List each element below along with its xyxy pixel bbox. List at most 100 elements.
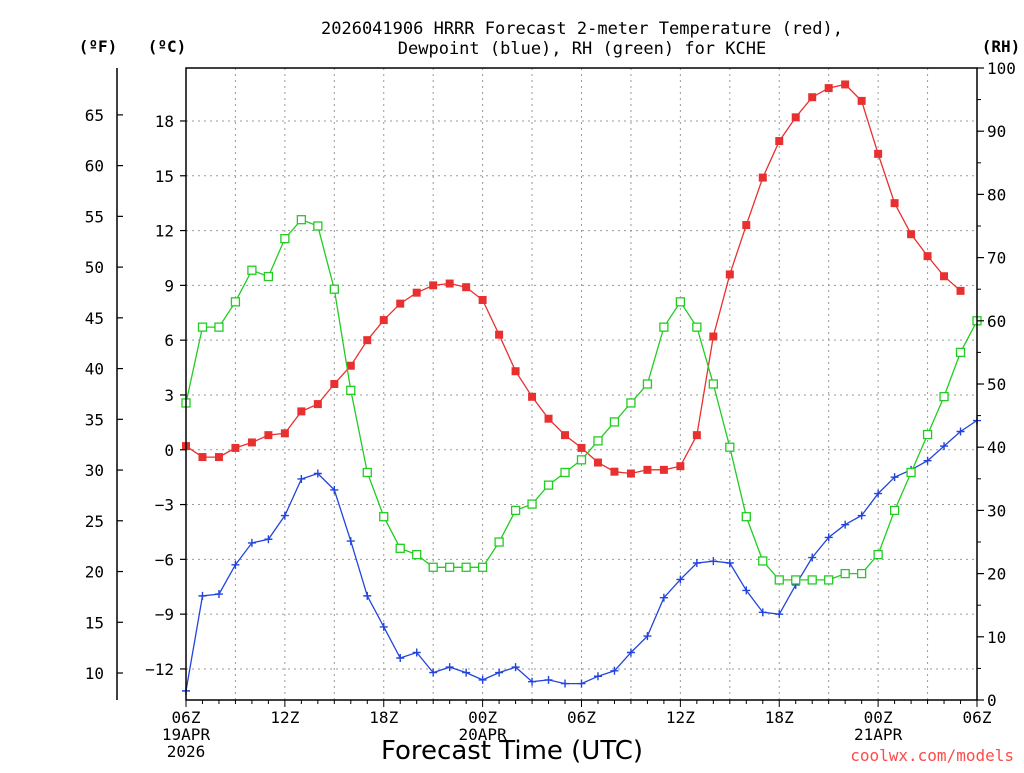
relative-humidity-point xyxy=(280,233,290,244)
dewpoint-point xyxy=(659,593,668,602)
temperature-point xyxy=(857,96,866,105)
relative-humidity-point xyxy=(510,505,521,516)
relative-humidity-point xyxy=(741,512,751,522)
relative-humidity-point xyxy=(395,543,405,553)
temperature-point xyxy=(462,283,471,292)
x-tick-label: 2026 xyxy=(167,742,206,761)
temperature-point xyxy=(445,279,454,288)
temperature-point xyxy=(577,443,586,452)
temperature-point xyxy=(198,453,207,462)
relative-humidity-point xyxy=(922,429,933,440)
temperature-point xyxy=(791,113,800,122)
dewpoint-point xyxy=(495,668,504,677)
rh-tick-label: 60 xyxy=(987,312,1006,331)
x-tick-label: 12Z xyxy=(270,708,299,727)
celsius-unit-label: (ºC) xyxy=(148,37,187,56)
dewpoint-point xyxy=(676,575,685,584)
dewpoint-point xyxy=(775,610,784,619)
chart-title-line-2: Dewpoint (blue), RH (green) for KCHE xyxy=(398,39,766,59)
relative-humidity-point xyxy=(247,265,257,275)
temperature-point xyxy=(478,295,487,304)
dewpoint-point xyxy=(264,535,273,544)
temperature-point xyxy=(264,431,273,440)
rh-tick-label: 20 xyxy=(987,565,1006,584)
x-tick-label: 00Z xyxy=(864,708,893,727)
temperature-point xyxy=(412,288,421,297)
temperature-point xyxy=(544,414,553,423)
dewpoint-point xyxy=(709,557,718,566)
temperature-point xyxy=(297,407,306,416)
relative-humidity-point xyxy=(642,379,653,389)
relative-humidity-point xyxy=(873,549,883,560)
fahrenheit-tick-label: 60 xyxy=(85,157,104,176)
fahrenheit-tick-label: 55 xyxy=(85,207,104,226)
x-tick-label: 21APR xyxy=(854,725,903,744)
temperature-point xyxy=(907,230,916,239)
dewpoint-point xyxy=(297,474,306,483)
dewpoint-point xyxy=(280,511,289,520)
dewpoint-point xyxy=(429,668,438,677)
temperature-point xyxy=(643,465,652,474)
dewpoint-point xyxy=(412,648,421,657)
temperature-point xyxy=(824,84,833,93)
dewpoint-point xyxy=(890,473,899,482)
grid-lines xyxy=(186,68,977,700)
fahrenheit-tick-label: 45 xyxy=(85,309,104,328)
temperature-point xyxy=(593,458,602,467)
x-tick-label: 18Z xyxy=(369,708,398,727)
fahrenheit-tick-label: 35 xyxy=(85,410,104,429)
dewpoint-point xyxy=(923,456,932,465)
rh-tick-label: 100 xyxy=(987,59,1016,78)
celsius-tick-label: −6 xyxy=(155,550,174,569)
relative-humidity-point xyxy=(362,467,372,478)
series-layer xyxy=(181,80,982,695)
fahrenheit-unit-label: (ºF) xyxy=(79,37,118,56)
relative-humidity-point xyxy=(609,417,620,427)
dewpoint-point xyxy=(462,668,471,677)
dewpoint-point xyxy=(231,560,240,569)
dewpoint-point xyxy=(725,559,734,568)
dewpoint-point xyxy=(857,511,866,520)
x-axis-label: Forecast Time (UTC) xyxy=(381,736,643,766)
relative-humidity-point xyxy=(807,575,817,585)
rh-tick-label: 80 xyxy=(987,185,1006,204)
dewpoint-point xyxy=(956,427,965,436)
temperature-point xyxy=(890,199,899,208)
temperature-point xyxy=(363,336,372,345)
temperature-point xyxy=(659,465,668,474)
dewpoint-point xyxy=(874,489,883,498)
fahrenheit-tick-label: 20 xyxy=(85,563,104,582)
dewpoint-point xyxy=(940,442,949,451)
fahrenheit-tick-label: 30 xyxy=(85,461,104,480)
relative-humidity-point xyxy=(477,562,488,572)
celsius-tick-label: 0 xyxy=(164,441,174,460)
dewpoint-point xyxy=(692,559,701,568)
celsius-tick-label: 3 xyxy=(164,386,174,405)
fahrenheit-tick-label: 65 xyxy=(85,106,104,125)
relative-humidity-point xyxy=(560,467,570,478)
celsius-tick-label: 6 xyxy=(164,331,174,350)
dewpoint-point xyxy=(593,672,602,681)
relative-humidity-point xyxy=(791,575,801,585)
dewpoint-point xyxy=(379,622,388,631)
temperature-point xyxy=(495,330,504,339)
x-tick-label: 06Z xyxy=(963,708,992,727)
x-tick-label: 06Z xyxy=(567,708,596,727)
relative-humidity-point xyxy=(725,442,735,452)
celsius-tick-label: 15 xyxy=(155,167,174,186)
rh-tick-label: 0 xyxy=(987,691,997,710)
rh-tick-label: 90 xyxy=(987,122,1006,141)
celsius-tick-label: 18 xyxy=(155,112,174,131)
dewpoint-point xyxy=(528,677,537,686)
relative-humidity-point xyxy=(626,398,636,408)
relative-humidity-point xyxy=(296,215,307,225)
dewpoint-point xyxy=(561,679,570,688)
temperature-point xyxy=(511,367,520,376)
relative-humidity-point xyxy=(939,391,949,402)
relative-humidity-point xyxy=(230,297,241,307)
fahrenheit-tick-label: 25 xyxy=(85,512,104,531)
relative-humidity-point xyxy=(675,297,686,307)
temperature-point xyxy=(874,149,883,158)
